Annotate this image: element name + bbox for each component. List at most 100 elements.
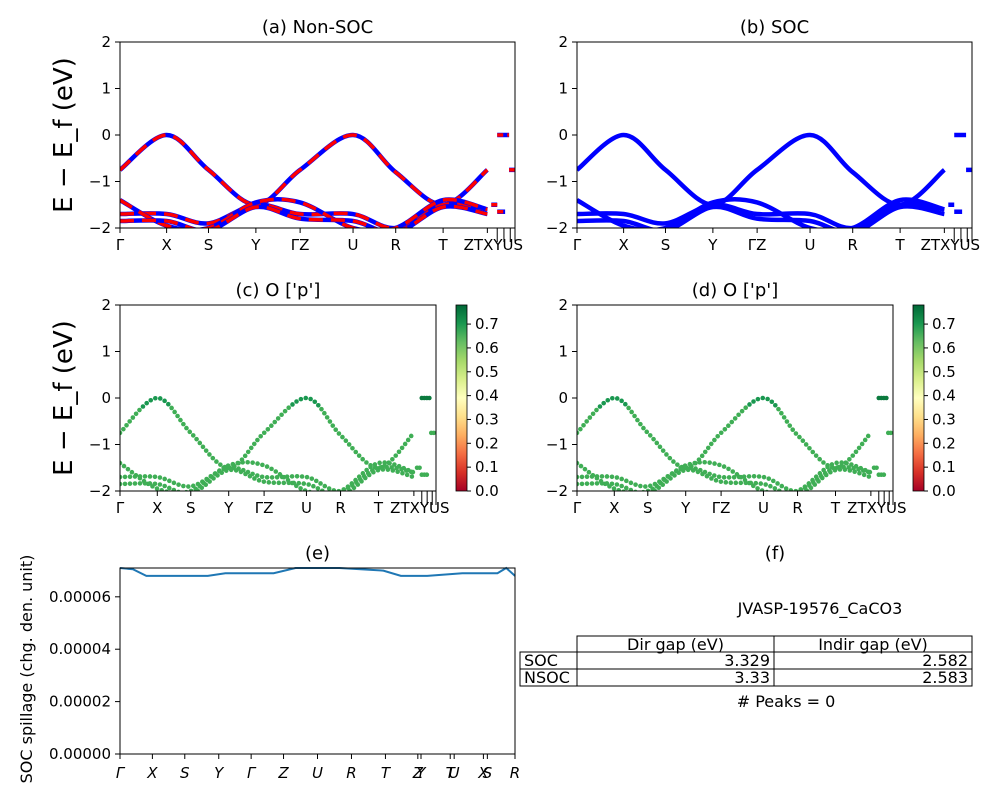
band-dot [245, 459, 250, 465]
band-dot [577, 430, 580, 436]
band-dot [248, 445, 254, 451]
band-dot [716, 474, 722, 480]
band-dot [349, 481, 355, 486]
y-tick-label: 0 [101, 126, 111, 144]
band-dot [132, 481, 138, 486]
band-dot [865, 433, 871, 439]
band-dot [862, 467, 868, 473]
band-dot [839, 460, 844, 465]
band-dot [122, 474, 128, 480]
band-dot [804, 488, 810, 491]
band-dot [700, 471, 705, 477]
band-dot [675, 462, 680, 467]
band-dot [867, 469, 873, 475]
band-dot [240, 460, 245, 465]
band-lower_band_2-overlay [120, 197, 488, 228]
band-dot [294, 399, 299, 404]
x-tick-label: U [348, 236, 359, 254]
band-dot [730, 469, 736, 474]
gap-table: Dir gap (eV) Indir gap (eV) SOC 3.329 2.582 N… [519, 635, 973, 687]
band-dot [210, 455, 216, 461]
band-dot [203, 448, 209, 453]
band-extra-overlay [120, 204, 488, 228]
colorbar-tick-label: 0.6 [932, 339, 956, 357]
band-dot [261, 479, 267, 484]
colorbar-tick-label: 0.3 [475, 410, 499, 428]
band-dot [802, 484, 808, 489]
band-dot [779, 410, 784, 416]
band-dot [751, 473, 757, 479]
band-dot [207, 452, 212, 457]
panel-a: (a) Non-SOC E − E_f (eV) 2 1 0 −1 −2 Γ X S Y ΓZ U R T Z… [49, 17, 523, 254]
band-dot [181, 483, 186, 489]
band-dot [396, 449, 402, 455]
band-dot [405, 437, 411, 443]
band-dot [243, 471, 248, 477]
band-dot [748, 480, 754, 486]
band-dot [781, 415, 787, 420]
band-dot [199, 485, 205, 491]
band-top_valence [577, 132, 946, 208]
band-dot [707, 460, 712, 465]
band-dot [774, 492, 779, 497]
band-dot [664, 479, 669, 484]
band-dot [183, 490, 184, 491]
band-dot [722, 426, 728, 432]
table-cell: 2.583 [922, 668, 968, 687]
band-dot [400, 470, 405, 476]
band-dot [837, 467, 843, 472]
band-dot [186, 484, 191, 489]
x-tick-label: Y [223, 499, 234, 517]
colorbar-tick-label: 0.1 [475, 458, 499, 476]
band-dot [255, 461, 260, 466]
band-dot [405, 467, 411, 473]
band-dot [579, 481, 585, 487]
band-dot [599, 481, 605, 486]
band-dot [853, 449, 859, 455]
band-dot [188, 488, 194, 491]
band-dot [197, 440, 203, 446]
band-dot [251, 441, 257, 447]
band-dot [844, 460, 849, 466]
band-dot [820, 475, 825, 481]
band-dot [847, 456, 852, 462]
band-dot [668, 476, 673, 481]
y-tick-label: 2 [558, 33, 568, 51]
band-dot [776, 488, 782, 491]
band-dot [577, 460, 580, 466]
plot-frame [576, 41, 973, 229]
band-dot [874, 465, 879, 471]
band-dot [856, 445, 862, 451]
band-dot [801, 491, 806, 496]
band-dot [176, 489, 181, 491]
band-dot [307, 489, 312, 491]
band-dot [654, 440, 660, 446]
band-dot [713, 478, 719, 483]
x-tick-label: Z [412, 764, 424, 782]
band-dot [261, 430, 267, 436]
y-tick-label: 0 [558, 389, 568, 407]
peaks-count: # Peaks = 0 [737, 692, 836, 711]
band-dot [664, 452, 669, 457]
band-dot [723, 480, 729, 485]
band-dot [699, 453, 705, 459]
band-dot [353, 477, 358, 483]
y-tick-label: −1 [546, 173, 568, 191]
band-dot [788, 488, 794, 491]
band-top_valence-guide [120, 398, 414, 468]
band-dot [718, 479, 724, 484]
band-dot [680, 468, 686, 473]
band-dot [790, 427, 796, 432]
plot-frame [119, 41, 516, 229]
band-dot [303, 395, 309, 401]
band-dot [632, 490, 635, 491]
band-dot [726, 475, 732, 480]
colorbar-tick-label: 0.2 [475, 434, 499, 452]
band-dot [578, 426, 583, 432]
band-dot [424, 472, 430, 478]
band-dot [821, 460, 826, 465]
band-dot [825, 464, 830, 470]
band-dot [660, 448, 666, 453]
band-dot [645, 488, 651, 491]
band-dot [147, 481, 153, 486]
